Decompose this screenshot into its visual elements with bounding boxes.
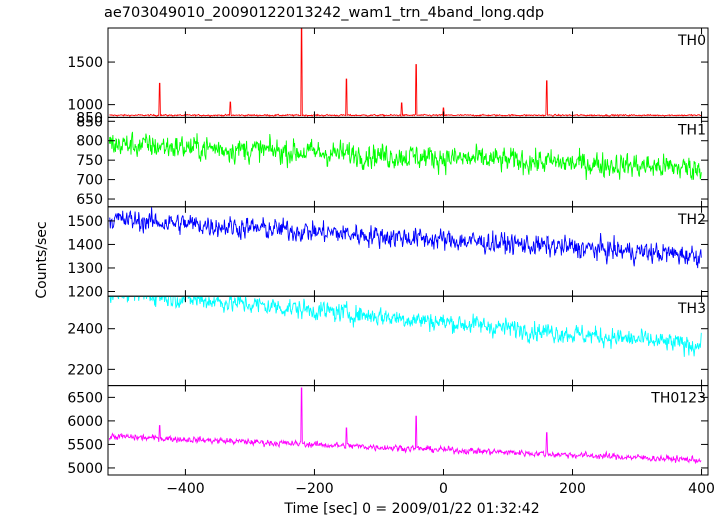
y-tick-label: 650: [76, 192, 103, 208]
x-axis: −400 −200 0 200 400: [166, 481, 715, 497]
y-tick-label: 750: [76, 153, 103, 169]
panel-th2: 1200 1300 1400 1500 TH2: [67, 206, 709, 300]
x-tick-label: 200: [559, 481, 586, 497]
y-tick-label: 1000: [67, 98, 103, 114]
series-line-th1: [108, 131, 702, 181]
panel-frame: [107, 27, 709, 118]
y-tick-label: 2400: [67, 322, 103, 338]
y-tick-label: 1400: [67, 237, 103, 253]
panel-label: TH0: [677, 33, 706, 49]
chart-title: ae703049010_20090122013242_wam1_trn_4ban…: [104, 5, 544, 21]
y-tick-label: 6000: [67, 414, 103, 430]
y-tick-label: 850: [76, 110, 103, 126]
panel-label: TH0123: [650, 391, 706, 407]
x-tick-label: −400: [166, 481, 204, 497]
panel-frame: [107, 206, 709, 297]
x-axis-label: Time [sec] 0 = 2009/01/22 01:32:42: [283, 501, 539, 516]
y-tick-label: 700: [76, 173, 103, 189]
y-tick-label: 5500: [67, 437, 103, 453]
panel-th1: 650 700 750 800 850 TH1: [76, 114, 709, 208]
y-tick-label: 1200: [67, 284, 103, 300]
y-tick-label: 850: [76, 114, 103, 130]
series-line-th3: [109, 296, 702, 357]
y-tick-label: 5000: [67, 461, 103, 477]
panel-frame: [107, 295, 709, 387]
y-axis-label: Counts/sec: [34, 221, 50, 298]
y-tick-label: 800: [76, 134, 103, 150]
panel-label: TH3: [677, 301, 706, 317]
x-tick-label: 400: [688, 481, 715, 497]
panel-label: TH2: [677, 212, 706, 228]
panel-th0123: 5000 5500 6000 6500 TH0123: [67, 385, 709, 477]
x-tick-label: −200: [295, 481, 333, 497]
y-tick-label: 1500: [67, 55, 103, 71]
series-line-th0123: [108, 387, 702, 465]
x-tick-label: 0: [439, 481, 448, 497]
series-line-th0: [109, 28, 702, 118]
series-line-th2: [109, 207, 702, 269]
panel-label: TH1: [677, 122, 706, 138]
y-tick-label: 1500: [67, 214, 103, 230]
panel-frame: [107, 385, 709, 476]
y-tick-label: 6500: [67, 390, 103, 406]
y-tick-label: 1300: [67, 261, 103, 277]
panel-th3: 2200 2400 TH3: [67, 295, 709, 387]
y-tick-label: 2200: [67, 362, 103, 378]
